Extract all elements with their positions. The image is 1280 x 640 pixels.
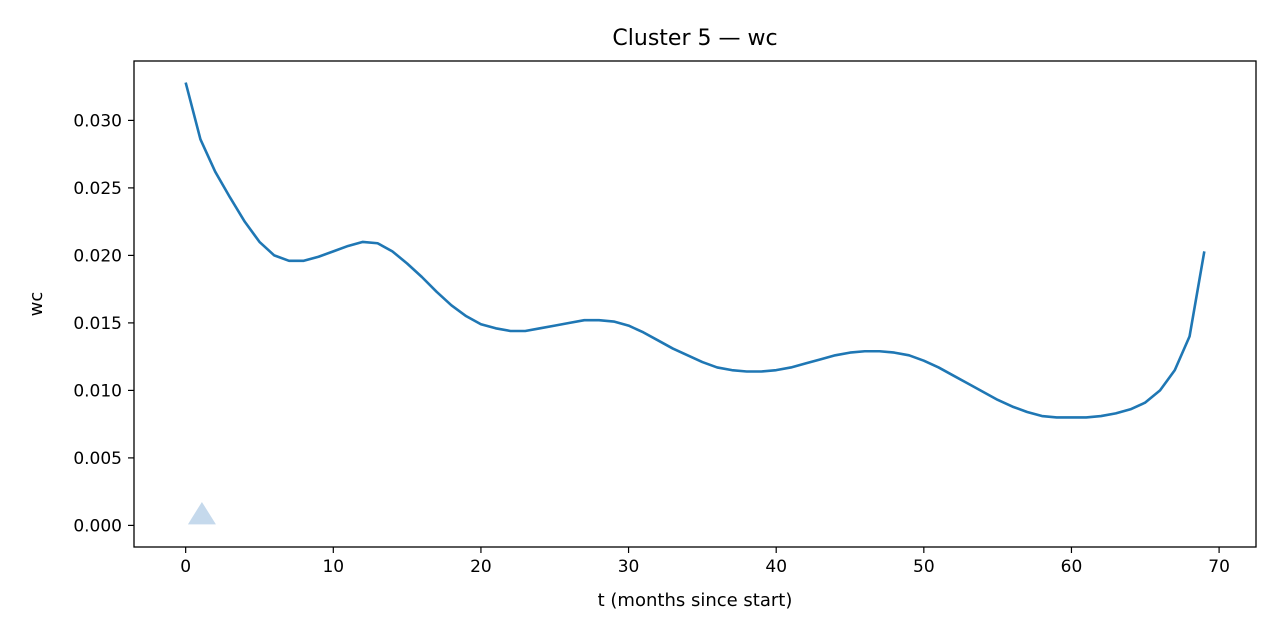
plot-frame xyxy=(133,60,1257,548)
x-tick-label: 50 xyxy=(913,557,935,577)
y-tick-label: 0.005 xyxy=(73,449,122,469)
y-tick-label: 0.020 xyxy=(73,246,122,266)
y-tick-label: 0.010 xyxy=(73,381,122,401)
triangle-marker xyxy=(187,501,216,525)
x-tick-label: 20 xyxy=(470,557,492,577)
x-tick-label: 70 xyxy=(1208,557,1230,577)
x-tick-label: 60 xyxy=(1061,557,1083,577)
y-tick-label: 0.030 xyxy=(73,111,122,131)
x-axis: 0 10 20 30 40 50 60 70 xyxy=(180,547,1230,577)
y-axis: 0.000 0.005 0.010 0.015 0.020 0.025 0.030 xyxy=(73,111,134,536)
series-line xyxy=(184,82,1206,419)
y-tick-label: 0.025 xyxy=(73,179,122,199)
y-tick-label: 0.000 xyxy=(73,516,122,536)
chart-title: Cluster 5 — wc xyxy=(612,26,777,51)
y-tick-label: 0.015 xyxy=(73,314,122,334)
plot-area xyxy=(184,82,1206,525)
x-tick-label: 0 xyxy=(180,557,191,577)
x-tick-label: 40 xyxy=(765,557,787,577)
x-tick-label: 30 xyxy=(618,557,640,577)
x-axis-label: t (months since start) xyxy=(598,590,793,611)
y-axis-label: wc xyxy=(26,292,47,317)
x-tick-label: 10 xyxy=(322,557,344,577)
